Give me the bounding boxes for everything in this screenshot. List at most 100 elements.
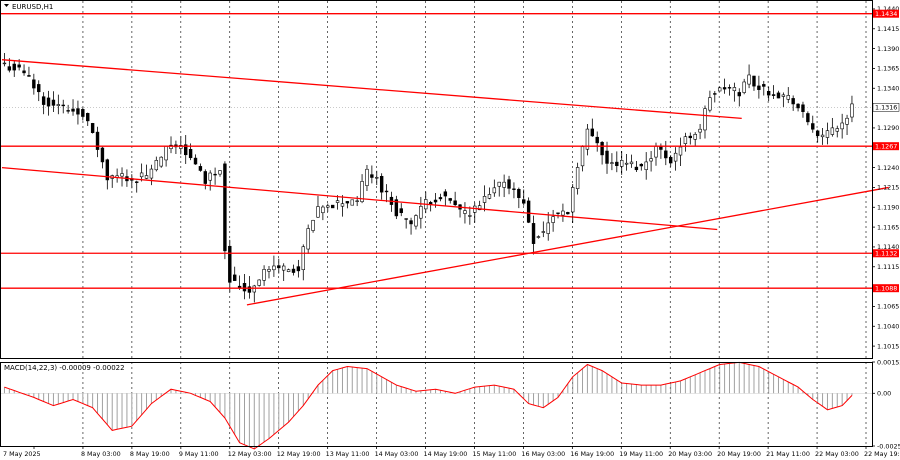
candle-body — [169, 144, 173, 149]
candle-body — [492, 187, 497, 194]
time-axis: 7 May 2025 8 May 03:00 8 May 19:00 9 May 11… — [3, 446, 900, 458]
candle-body — [100, 147, 105, 163]
candle-body — [468, 215, 472, 217]
candle-body — [208, 172, 212, 181]
dropdown-triangle-icon[interactable] — [4, 4, 9, 7]
chart-frame — [0, 0, 873, 447]
candle-body — [815, 130, 820, 137]
horizontal-levels[interactable] — [0, 13, 872, 289]
candle-body — [296, 266, 301, 272]
candle-body — [776, 92, 781, 99]
candle-body — [56, 104, 61, 106]
x-tick-label: 22 May 03:00 — [815, 450, 859, 458]
price-tag-label: 1.1434 — [875, 10, 897, 18]
candle-body — [737, 92, 741, 97]
price-tag-bg — [873, 249, 899, 258]
candle-body — [139, 172, 144, 178]
candle-body — [443, 191, 448, 197]
candle-body — [399, 208, 403, 214]
price-tag-label: 1.1088 — [875, 285, 897, 293]
candle-body — [105, 159, 110, 181]
candle-body — [384, 190, 389, 193]
candle-body — [242, 283, 247, 292]
candle-body — [664, 150, 668, 159]
candle-body — [600, 142, 604, 156]
candle-body — [433, 199, 438, 203]
y-tick-label: 1.1340 — [877, 85, 899, 93]
candle-body — [566, 212, 570, 215]
candle-body — [605, 150, 609, 164]
symbol-label: EURUSD,H1 — [12, 3, 53, 11]
candle-body — [316, 206, 320, 218]
macd-grid — [0, 362, 872, 446]
candle-body — [370, 174, 374, 178]
price-axis: 1.1440 1.1415 1.1390 1.1365 1.1340 1.1290 1.12… — [872, 5, 899, 350]
candle-body — [453, 200, 457, 206]
candle-body — [752, 75, 756, 87]
candle-body — [203, 171, 208, 184]
candle-body — [629, 161, 634, 165]
candle-body — [149, 168, 154, 179]
candle-body — [159, 156, 163, 167]
candle-body — [512, 188, 516, 190]
candle-body — [375, 177, 379, 179]
candle-body — [722, 87, 727, 90]
candle-body — [95, 131, 100, 150]
candle-body — [830, 127, 835, 135]
candle-body — [120, 173, 124, 177]
symbol-header[interactable]: EURUSD,H1 — [4, 3, 53, 11]
candle-body — [213, 173, 217, 176]
candle-body — [326, 205, 330, 208]
x-tick-label: 8 May 03:00 — [81, 450, 121, 458]
trend-line-ascending-support[interactable] — [246, 186, 889, 306]
candle-body — [580, 146, 585, 167]
candle-body — [732, 87, 737, 92]
candle-body — [198, 166, 203, 171]
candle-body — [717, 87, 722, 92]
macd-signal-path — [4, 361, 853, 450]
candle-body — [526, 200, 531, 223]
candle-body — [17, 64, 21, 68]
candle-body — [482, 196, 487, 203]
candle-body — [546, 222, 550, 234]
candle-body — [438, 197, 443, 200]
trend-lines[interactable] — [1, 59, 889, 306]
candle-body — [154, 160, 159, 171]
price-tag-bg — [873, 142, 899, 151]
trend-line-lower-descending[interactable] — [1, 166, 718, 231]
macd-signal-line — [4, 361, 853, 450]
candle-body — [590, 128, 595, 137]
candle-body — [360, 181, 364, 203]
candle-body — [144, 175, 149, 179]
x-tick-label: 12 May 03:00 — [228, 450, 272, 458]
candle-body — [561, 210, 565, 216]
candle-body — [301, 246, 305, 270]
macd-label: MACD(14,22,3) -0.00009 -0.00022 — [4, 364, 125, 372]
candle-body — [840, 122, 844, 130]
candle-body — [345, 201, 350, 204]
x-tick-label: 16 May 03:00 — [521, 450, 565, 458]
y-tick-label: 1.1390 — [877, 45, 899, 53]
x-tick-label: 20 May 19:00 — [717, 450, 761, 458]
candle-body — [644, 161, 648, 170]
candle-body — [81, 109, 85, 117]
y-tick-label: 1.1290 — [877, 124, 899, 132]
candle-body — [610, 162, 614, 164]
candle-body — [615, 161, 619, 166]
trend-line-upper-descending[interactable] — [1, 59, 742, 120]
x-tick-label: 20 May 03:00 — [668, 450, 712, 458]
x-tick-label: 21 May 11:00 — [766, 450, 810, 458]
candle-body — [487, 194, 492, 199]
candle-body — [267, 269, 271, 272]
candle-body — [184, 144, 188, 156]
price-tag-bg — [873, 9, 899, 18]
candle-body — [850, 103, 854, 118]
price-tag-bg — [873, 284, 899, 293]
candle-body — [678, 146, 683, 156]
candle-body — [801, 104, 805, 112]
candle-body — [634, 166, 639, 171]
candle-body — [747, 74, 751, 85]
candle-body — [71, 108, 75, 112]
candle-body — [218, 170, 222, 175]
candle-body — [708, 97, 712, 111]
